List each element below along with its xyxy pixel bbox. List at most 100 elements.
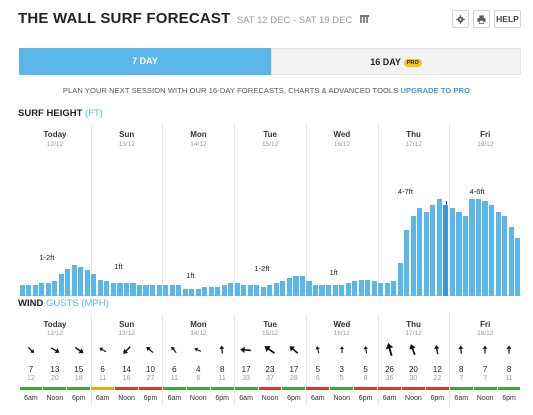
day-divider (234, 314, 236, 406)
surf-bar (293, 275, 299, 296)
wind-rating-bar (425, 387, 449, 390)
wind-rating-bar (162, 387, 186, 390)
surf-bar (182, 288, 188, 296)
surf-bar (234, 283, 240, 296)
wind-time-label: 6am (24, 395, 38, 402)
day-divider (305, 314, 307, 406)
day-name: Sun (119, 130, 135, 139)
wind-gust: 11 (218, 375, 226, 382)
wind-rating-bar (139, 387, 162, 390)
help-button[interactable]: HELP (494, 10, 521, 28)
forecast-header: THE WALL SURF FORECAST SAT 12 DEC - SAT … (0, 0, 533, 38)
wind-gust: 7 (459, 375, 464, 382)
day-name: Wed (333, 320, 351, 329)
day-name: Sun (119, 320, 135, 329)
wind-gusts-label: GUSTS (45, 298, 79, 309)
wind-direction-arrow-icon (458, 345, 464, 354)
wind-rating-bar (258, 387, 282, 390)
wind-time-label: Noon (405, 395, 422, 402)
surf-bar (136, 285, 143, 296)
surf-title-text: SURF HEIGHT (18, 108, 83, 119)
wind-gust: 11 (505, 375, 513, 382)
wind-time-label: 6pm (502, 395, 516, 402)
wind-time-label: Noon (189, 395, 207, 402)
wind-speed: 7 (482, 365, 488, 374)
surf-bar (358, 279, 364, 296)
wind-gust: 37 (266, 375, 274, 382)
wind-direction-arrow-icon (171, 346, 178, 354)
surf-bar (71, 264, 77, 296)
tab-16-day[interactable]: 16 DAY PRO (271, 48, 521, 75)
wind-time-label: 6pm (215, 395, 229, 402)
surf-bar (332, 285, 338, 296)
day-name: Thu (406, 130, 421, 139)
day-date: 18/12 (477, 141, 494, 148)
surf-bar (404, 230, 410, 296)
surf-label: 1ft (186, 271, 195, 281)
wind-direction-arrow-icon (264, 346, 276, 354)
surf-bar (280, 281, 286, 296)
tab-7-day[interactable]: 7 DAY (19, 48, 271, 75)
wind-rating-bar (91, 387, 115, 390)
surf-bar (508, 226, 514, 296)
wind-rating-bar (354, 387, 378, 390)
surf-bar (65, 268, 71, 296)
surf-label: 1ft (329, 267, 338, 277)
surf-bar (163, 285, 169, 296)
surf-bar (52, 281, 58, 296)
wind-time-label: 6am (310, 395, 325, 402)
wind-direction-arrow-icon (122, 346, 131, 354)
wind-time-label: 6am (95, 395, 110, 402)
wind-time-label: 6pm (71, 395, 86, 402)
surf-bar (19, 285, 25, 296)
surf-bar (462, 215, 469, 296)
settings-button[interactable] (452, 10, 469, 28)
wind-direction-arrow-icon (315, 346, 320, 354)
surf-label: 1-2ft (254, 263, 270, 273)
wind-gust: 27 (146, 375, 155, 382)
surf-bar (489, 204, 495, 296)
wind-gust: 36 (385, 375, 394, 382)
day-name: Thu (406, 320, 421, 329)
surf-bar (97, 279, 103, 296)
wind-speed: 8 (219, 365, 225, 374)
upgrade-link[interactable]: UPGRADE TO PRO (400, 86, 471, 95)
surf-bar (110, 283, 116, 296)
surf-bar (195, 288, 201, 296)
tab-16-day-label: 16 DAY (370, 57, 401, 67)
wind-direction-arrow-icon (194, 347, 202, 352)
surf-height-chart: Today 12/12 Sun 13/12 Mon 14/12 Tue 15/12 Wed 16/… (19, 124, 521, 296)
surf-bar (58, 274, 64, 296)
wind-time-label: 6am (167, 395, 182, 402)
day-date: 17/12 (405, 330, 422, 337)
day-divider (162, 124, 164, 296)
wind-rating-bar (234, 387, 258, 390)
surf-bar (482, 201, 488, 296)
wind-gust: 11 (170, 375, 179, 382)
day-name: Tue (263, 130, 277, 139)
wind-direction-arrow-icon (385, 343, 393, 357)
day-divider (449, 314, 451, 406)
day-date: 17/12 (405, 141, 422, 148)
surf-height-title: SURF HEIGHT (FT) (18, 108, 103, 119)
wind-speed: 5 (363, 365, 368, 374)
wind-gust: 6 (196, 375, 201, 382)
surf-bar (208, 286, 214, 296)
day-name: Today (43, 130, 67, 139)
wind-gust: 33 (242, 375, 250, 382)
calendar-icon[interactable] (359, 15, 369, 23)
wind-speed: 26 (385, 365, 394, 374)
day-date: 12/12 (46, 330, 64, 337)
surf-highlight-line (446, 200, 448, 205)
surf-bar (286, 277, 292, 296)
surf-bar (84, 270, 90, 296)
day-name: Tue (263, 320, 277, 329)
wind-time-label: 6am (382, 395, 397, 402)
day-date: 13/12 (118, 330, 135, 337)
surf-bar (515, 237, 521, 296)
day-divider (90, 314, 92, 406)
wind-time-label: 6pm (358, 395, 373, 402)
day-name: Fri (480, 320, 491, 329)
print-button[interactable] (473, 10, 490, 28)
wind-rating-bar (19, 387, 43, 390)
